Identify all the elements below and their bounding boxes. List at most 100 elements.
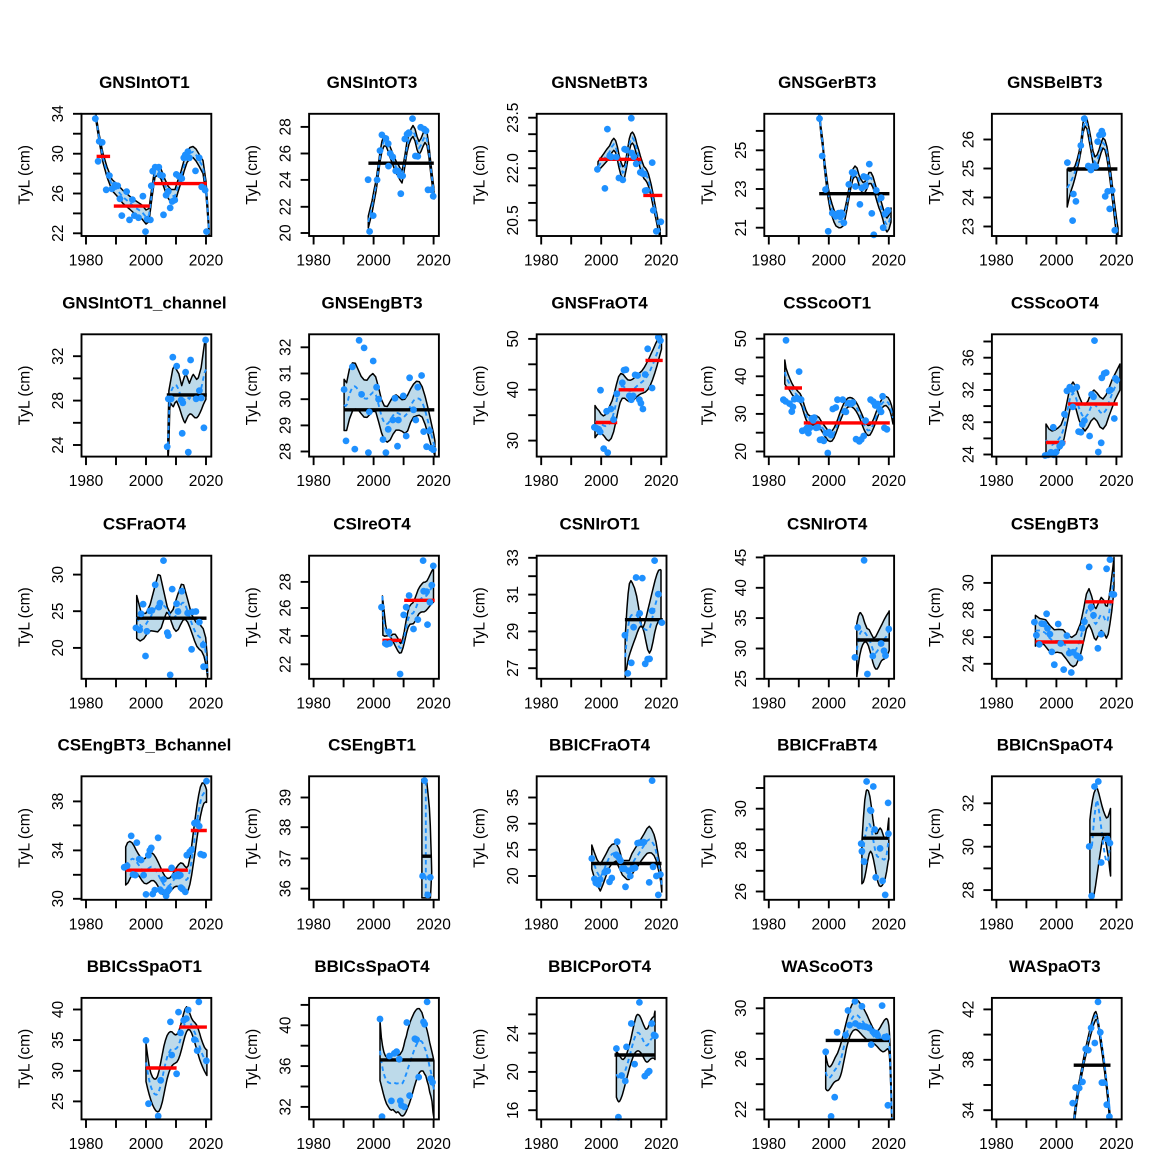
svg-text:38: 38 <box>278 819 295 836</box>
svg-text:2000: 2000 <box>129 916 164 933</box>
svg-text:2020: 2020 <box>189 473 224 490</box>
svg-text:2020: 2020 <box>189 695 224 712</box>
svg-text:30: 30 <box>733 405 750 423</box>
svg-text:20: 20 <box>733 443 750 461</box>
svg-text:1980: 1980 <box>979 253 1014 270</box>
svg-text:28: 28 <box>278 573 295 590</box>
svg-text:50: 50 <box>733 330 750 348</box>
svg-text:TyL (cm): TyL (cm) <box>17 808 34 868</box>
svg-text:2000: 2000 <box>584 473 619 490</box>
svg-text:CSEngBT3: CSEngBT3 <box>1011 515 1099 534</box>
svg-text:2020: 2020 <box>644 916 679 933</box>
svg-text:31: 31 <box>505 586 522 603</box>
svg-text:1980: 1980 <box>296 695 331 712</box>
svg-text:TyL (cm): TyL (cm) <box>17 1029 34 1089</box>
svg-text:16: 16 <box>505 1102 522 1119</box>
svg-text:TyL (cm): TyL (cm) <box>927 145 944 205</box>
svg-text:CSNIrOT4: CSNIrOT4 <box>787 515 868 534</box>
svg-text:GNSGerBT3: GNSGerBT3 <box>778 73 876 92</box>
svg-text:GNSIntOT1: GNSIntOT1 <box>99 73 190 92</box>
svg-text:30: 30 <box>505 432 522 450</box>
svg-text:35: 35 <box>733 609 750 626</box>
svg-text:30: 30 <box>50 566 67 584</box>
svg-text:2000: 2000 <box>1039 253 1074 270</box>
svg-text:TyL (cm): TyL (cm) <box>927 587 944 647</box>
svg-text:TyL (cm): TyL (cm) <box>927 1029 944 1089</box>
svg-text:2020: 2020 <box>872 916 907 933</box>
svg-text:28: 28 <box>50 392 67 409</box>
svg-text:2020: 2020 <box>416 1136 451 1153</box>
svg-text:2000: 2000 <box>356 916 391 933</box>
svg-text:2000: 2000 <box>1039 916 1074 933</box>
svg-text:2000: 2000 <box>356 473 391 490</box>
svg-text:26: 26 <box>960 131 977 148</box>
svg-text:1980: 1980 <box>979 473 1014 490</box>
svg-text:20: 20 <box>50 639 67 657</box>
svg-text:1980: 1980 <box>979 695 1014 712</box>
svg-text:1980: 1980 <box>69 1136 104 1153</box>
svg-text:26: 26 <box>733 1050 750 1067</box>
svg-text:20.5: 20.5 <box>505 205 522 235</box>
svg-text:42: 42 <box>960 1001 977 1018</box>
svg-text:2020: 2020 <box>1099 473 1134 490</box>
svg-text:26: 26 <box>50 185 67 202</box>
svg-text:22: 22 <box>733 1101 750 1118</box>
svg-text:30: 30 <box>960 574 977 592</box>
svg-text:2020: 2020 <box>1099 253 1134 270</box>
svg-text:CSScoOT1: CSScoOT1 <box>783 293 871 312</box>
svg-text:26: 26 <box>960 628 977 645</box>
svg-text:2020: 2020 <box>872 473 907 490</box>
svg-text:TyL (cm): TyL (cm) <box>472 1029 489 1089</box>
svg-text:2000: 2000 <box>129 1136 164 1153</box>
svg-text:22: 22 <box>278 656 295 673</box>
svg-text:36: 36 <box>278 880 295 897</box>
svg-text:2000: 2000 <box>584 253 619 270</box>
svg-text:TyL (cm): TyL (cm) <box>699 145 716 205</box>
svg-text:1980: 1980 <box>524 473 559 490</box>
svg-text:20: 20 <box>505 1063 522 1081</box>
svg-text:TyL (cm): TyL (cm) <box>244 587 261 647</box>
svg-text:2020: 2020 <box>872 1136 907 1153</box>
svg-text:2020: 2020 <box>872 253 907 270</box>
svg-text:CSNIrOT1: CSNIrOT1 <box>559 515 639 534</box>
svg-text:2020: 2020 <box>189 253 224 270</box>
svg-text:2000: 2000 <box>356 1136 391 1153</box>
svg-text:2020: 2020 <box>189 1136 224 1153</box>
svg-text:28: 28 <box>278 118 295 135</box>
svg-text:1980: 1980 <box>524 695 559 712</box>
svg-text:TyL (cm): TyL (cm) <box>244 808 261 868</box>
svg-text:BBICnSpaOT4: BBICnSpaOT4 <box>997 735 1114 754</box>
svg-text:28: 28 <box>733 841 750 858</box>
svg-text:25: 25 <box>50 603 67 620</box>
svg-text:45: 45 <box>733 549 750 566</box>
svg-text:2000: 2000 <box>1039 695 1074 712</box>
svg-text:2020: 2020 <box>1099 916 1134 933</box>
svg-text:1980: 1980 <box>524 1136 559 1153</box>
svg-text:1980: 1980 <box>524 916 559 933</box>
svg-text:39: 39 <box>278 789 295 806</box>
svg-text:28: 28 <box>960 881 977 898</box>
svg-text:1980: 1980 <box>296 1136 331 1153</box>
svg-text:TyL (cm): TyL (cm) <box>699 1029 716 1089</box>
svg-text:22.0: 22.0 <box>505 153 522 184</box>
svg-text:2020: 2020 <box>1099 695 1134 712</box>
svg-text:29: 29 <box>278 417 295 434</box>
svg-text:28: 28 <box>960 601 977 618</box>
svg-text:2020: 2020 <box>644 695 679 712</box>
svg-text:28: 28 <box>960 414 977 431</box>
svg-text:BBICsSpaOT4: BBICsSpaOT4 <box>314 957 430 976</box>
svg-text:BBICsSpaOT1: BBICsSpaOT1 <box>87 957 202 976</box>
svg-text:TyL (cm): TyL (cm) <box>699 366 716 426</box>
svg-text:GNSBelBT3: GNSBelBT3 <box>1007 73 1102 92</box>
svg-text:40: 40 <box>278 1016 295 1034</box>
svg-text:2000: 2000 <box>584 1136 619 1153</box>
svg-text:26: 26 <box>278 599 295 616</box>
svg-text:2020: 2020 <box>644 253 679 270</box>
svg-text:TyL (cm): TyL (cm) <box>927 366 944 426</box>
svg-text:2000: 2000 <box>812 1136 847 1153</box>
svg-text:1980: 1980 <box>524 253 559 270</box>
svg-text:36: 36 <box>278 1057 295 1074</box>
svg-text:24: 24 <box>960 446 977 464</box>
svg-text:25: 25 <box>50 1093 67 1110</box>
svg-text:2000: 2000 <box>1039 473 1074 490</box>
